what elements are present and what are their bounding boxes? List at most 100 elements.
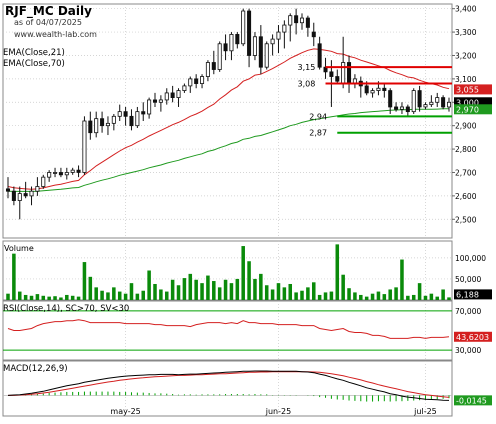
volume-bar xyxy=(117,291,122,300)
volume-bar xyxy=(35,294,40,300)
volume-bar xyxy=(359,294,363,300)
volume-bar xyxy=(188,273,193,300)
candle-body-down xyxy=(394,106,399,110)
candle-body-down xyxy=(317,43,322,68)
candle xyxy=(53,167,58,178)
volume-bar xyxy=(288,283,293,300)
candle xyxy=(276,25,281,54)
candle xyxy=(399,102,404,114)
volume-bar xyxy=(41,295,46,300)
candle-body-up xyxy=(35,186,40,192)
candle xyxy=(205,60,210,82)
volume-bar xyxy=(141,290,146,300)
candle xyxy=(188,76,193,93)
candle xyxy=(241,8,246,47)
level-label: 3,15 xyxy=(298,63,316,72)
volume-bar xyxy=(435,296,440,300)
candle-body-up xyxy=(217,43,222,70)
candle-body-up xyxy=(229,34,234,52)
candle xyxy=(229,32,234,61)
candle xyxy=(417,85,422,112)
candle-body-up xyxy=(370,90,375,94)
candle xyxy=(47,170,52,182)
volume-bar xyxy=(311,282,316,300)
volume-bar xyxy=(376,291,381,300)
candle xyxy=(129,109,134,131)
price-tick-label: 2,900 xyxy=(455,122,477,131)
candle-body-up xyxy=(252,36,257,56)
volume-bar xyxy=(347,288,351,300)
candle-body-down xyxy=(258,36,263,68)
volume-bar xyxy=(164,291,169,300)
candle xyxy=(382,83,387,98)
candle-body-up xyxy=(82,120,87,173)
volume-bar xyxy=(65,294,69,300)
candle xyxy=(423,102,428,110)
candle xyxy=(305,15,310,37)
candle xyxy=(147,97,152,119)
volume-title: Volume xyxy=(4,244,34,253)
price-last-value-tag-bg xyxy=(454,84,492,95)
rsi-line xyxy=(7,319,450,339)
macd-signal-line xyxy=(8,371,450,398)
ema70-line xyxy=(7,108,449,192)
price-tick-label: 3,100 xyxy=(455,75,477,84)
candle-body-up xyxy=(429,101,434,106)
candle xyxy=(217,41,222,72)
candle xyxy=(135,106,140,129)
volume-bar xyxy=(394,287,398,300)
candle-body-up xyxy=(376,87,381,91)
candle xyxy=(88,111,93,140)
candle xyxy=(270,34,275,56)
volume-last-value-tag-bg xyxy=(454,289,492,300)
candle-body-up xyxy=(164,92,169,101)
price-tick-label: 3,400 xyxy=(455,5,477,14)
volume-bar xyxy=(123,293,128,300)
panel-frame-rsi xyxy=(2,300,453,361)
candle xyxy=(29,186,34,206)
candle-body-up xyxy=(341,62,346,84)
candle xyxy=(235,32,240,49)
macd-last-value-tag-bg xyxy=(454,395,492,406)
volume-bar xyxy=(364,296,369,300)
volume-bar xyxy=(200,283,204,300)
volume-bar xyxy=(447,297,451,300)
volume-bar xyxy=(423,295,428,300)
x-tick-label: jun-25 xyxy=(265,407,291,416)
candle-body-down xyxy=(417,90,422,108)
volume-tick-label: 100,000 xyxy=(455,254,486,263)
volume-bar xyxy=(194,279,198,300)
volume-bar xyxy=(259,273,263,300)
candle-body-up xyxy=(205,62,210,77)
volume-bar xyxy=(53,296,57,300)
volume-bar xyxy=(176,285,181,300)
price-tick-label: 2,700 xyxy=(455,168,477,177)
candle xyxy=(23,181,28,199)
volume-bar xyxy=(206,275,210,300)
macd-line xyxy=(7,370,450,401)
volume-bar xyxy=(353,292,357,300)
candle xyxy=(94,111,99,138)
volume-bar xyxy=(153,283,157,300)
volume-bar xyxy=(217,287,222,300)
volume-bar xyxy=(223,279,228,300)
candle xyxy=(446,97,452,112)
volume-bar xyxy=(6,293,10,300)
candle xyxy=(335,69,340,84)
candle-body-down xyxy=(5,188,11,192)
volume-bar xyxy=(29,295,34,300)
candle-body-down xyxy=(441,97,446,108)
candle-body-up xyxy=(94,118,99,134)
candle xyxy=(64,167,69,180)
candle xyxy=(170,85,175,103)
candle xyxy=(247,8,252,68)
candle xyxy=(441,95,446,110)
candle xyxy=(405,104,410,117)
candle xyxy=(152,92,158,107)
volume-bar xyxy=(247,261,251,300)
candle-body-up xyxy=(105,122,110,127)
candle-body-up xyxy=(188,78,193,87)
price-last-value-tag-bg xyxy=(454,104,492,115)
